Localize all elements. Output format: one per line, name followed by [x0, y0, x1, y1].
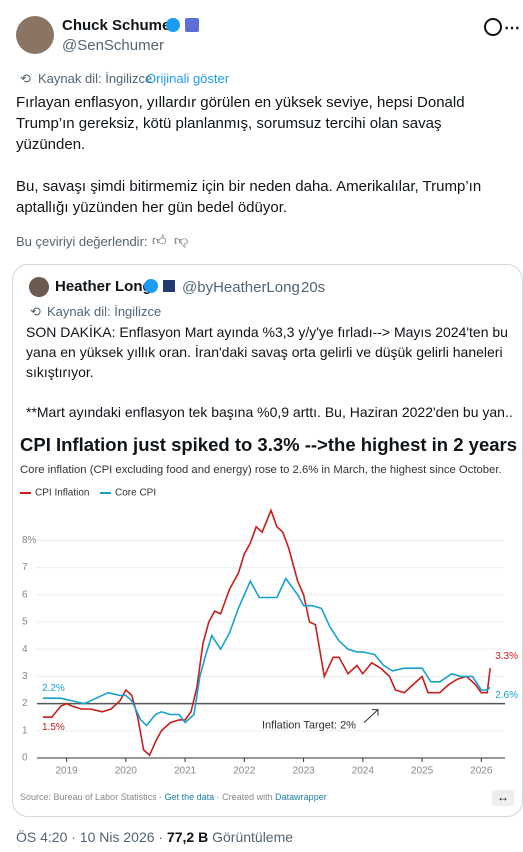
y-tick-label: 0 — [22, 753, 28, 764]
quote-text: SON DAKİKA: Enflasyon Mart ayında %3,3 y… — [26, 322, 514, 422]
x-tick-label: 2020 — [115, 766, 138, 777]
target-label: Inflation Target: 2% — [262, 719, 356, 731]
quote-dot: · — [291, 279, 296, 296]
x-tick-label: 2022 — [233, 766, 256, 777]
legend-label: Core CPI — [115, 488, 156, 499]
paragraph: Bu, savaşı şimdi bitirmemiz için bir ned… — [16, 178, 482, 216]
source: Source: Bureau of Labor Statistics — [20, 792, 157, 802]
start-label: 1.5% — [42, 722, 65, 733]
target-arrow — [363, 709, 379, 723]
data-link[interactable]: Get the data — [164, 792, 215, 802]
paragraph: **Mart ayındaki enflasyon tek başına %0,… — [26, 404, 514, 420]
y-tick-label: 7 — [22, 562, 28, 573]
quote-age: 20s — [301, 279, 326, 296]
author-handle[interactable]: @SenSchumer — [62, 37, 164, 54]
translate-icon: ⟲ — [20, 71, 31, 86]
verified-badge — [144, 279, 158, 293]
x-tick-label: 2025 — [411, 766, 434, 777]
x-tick-label: 2024 — [352, 766, 375, 777]
translate-note: Kaynak dil: İngilizce — [47, 304, 162, 319]
paragraph: Fırlayan enflasyon, yıllardır görülen en… — [16, 94, 465, 153]
rate-translation: Bu çeviriyi değerlendir: — [16, 234, 148, 249]
credit-link[interactable]: Datawrapper — [275, 792, 327, 802]
paragraph: SON DAKİKA: Enflasyon Mart ayında %3,3 y… — [26, 324, 508, 380]
thumbs-down[interactable]: 👎︎ — [174, 232, 189, 248]
chart-footer: Source: Bureau of Labor Statistics · Get… — [20, 792, 327, 802]
y-tick-label: 6 — [22, 589, 28, 600]
series-line — [42, 576, 491, 727]
y-tick-label: 3 — [22, 671, 28, 682]
tweet-text: Fırlayan enflasyon, yıllardır görülen en… — [16, 92, 511, 218]
expand-icon[interactable]: ↔ — [492, 790, 514, 806]
avatar[interactable] — [16, 16, 54, 54]
credit: Created with — [222, 792, 273, 802]
y-tick-label: 8% — [22, 535, 37, 546]
more-icon[interactable]: ⋯ — [504, 20, 520, 37]
affiliate-badge — [163, 280, 175, 292]
thumbs-up[interactable]: 👍︎ — [152, 232, 167, 248]
end-label: 3.3% — [495, 651, 518, 662]
x-tick-label: 2023 — [292, 766, 315, 777]
y-tick-label: 1 — [22, 725, 28, 736]
translate-note: Kaynak dil: İngilizce — [38, 71, 153, 86]
start-label: 2.2% — [42, 683, 65, 694]
y-tick-label: 5 — [22, 617, 28, 628]
quote-name: Heather Long — [55, 278, 152, 295]
chart-subtitle: Core inflation (CPI excluding food and e… — [20, 464, 502, 476]
tweet-meta: ÖS 4:20 · 10 Nis 2026 · 77,2 B Görüntüle… — [16, 829, 293, 845]
views-label: Görüntüleme — [212, 829, 294, 845]
legend-label: CPI Inflation — [35, 488, 89, 499]
translate-icon: ⟲ — [30, 304, 41, 319]
author-name[interactable]: Chuck Schumer — [62, 17, 177, 34]
gov-badge — [185, 18, 199, 32]
x-tick-label: 2021 — [174, 766, 197, 777]
show-original[interactable]: Orijinali göster — [146, 71, 230, 86]
views: 77,2 B — [166, 829, 209, 845]
series-line — [42, 508, 491, 757]
timestamp: ÖS 4:20 · 10 Nis 2026 · — [16, 829, 164, 845]
y-tick-label: 2 — [22, 698, 28, 709]
y-tick-label: 4 — [22, 644, 28, 655]
x-tick-label: 2026 — [470, 766, 493, 777]
quote-avatar — [29, 277, 49, 297]
grok-icon[interactable] — [484, 18, 502, 36]
end-label: 2.6% — [495, 690, 518, 701]
chart-title: CPI Inflation just spiked to 3.3% -->the… — [20, 434, 518, 455]
verified-badge — [166, 18, 180, 32]
x-tick-label: 2019 — [55, 766, 78, 777]
quote-handle: @byHeatherLong — [182, 279, 300, 296]
